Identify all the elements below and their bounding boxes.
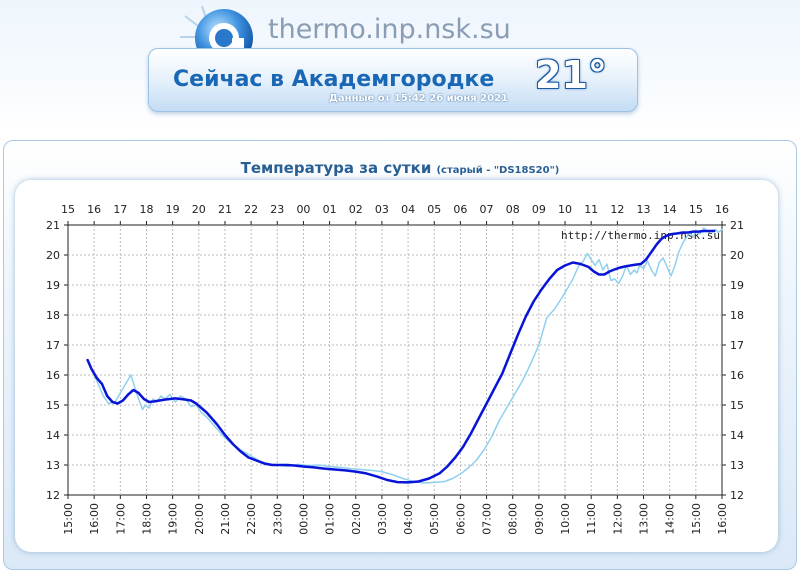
- x-tick-label: 03:00: [376, 503, 389, 535]
- current-temperature-banner: Сейчас в Академгородке Данные от 15:42 2…: [148, 48, 638, 112]
- smoothed-temperature-line: [86, 229, 716, 484]
- x-tick-label: 15:00: [62, 503, 75, 535]
- x-tick-label: 01:00: [324, 503, 337, 535]
- x-tick-label: 09:00: [533, 503, 546, 535]
- x-tick-label-top: 23: [270, 203, 284, 216]
- temperature-chart: 12 12 13 13 14 14 15 15 16 16 17 17 18 18 19 19 20 20 21 21…: [46, 203, 744, 535]
- y-tick-label: 14: [46, 429, 60, 442]
- x-tick-label-top: 19: [166, 203, 180, 216]
- x-tick-label: 06:00: [454, 503, 467, 535]
- x-tick-label: 02:00: [350, 503, 363, 535]
- x-tick-label-top: 15: [61, 203, 75, 216]
- x-tick-label-top: 12: [610, 203, 624, 216]
- banner-title: Сейчас в Академгородке: [173, 67, 495, 92]
- x-tick-label: 13:00: [638, 503, 651, 535]
- x-tick-label-top: 02: [349, 203, 363, 216]
- chart-panel-title: Температура за сутки (старый - "DS18S20"…: [0, 158, 800, 177]
- raw-temperature-line: [86, 227, 723, 484]
- x-tick-label: 08:00: [507, 503, 520, 535]
- x-tick-label-top: 10: [558, 203, 572, 216]
- y-tick-label-right: 12: [730, 489, 744, 502]
- x-tick-label-top: 09: [532, 203, 546, 216]
- y-tick-label-right: 14: [730, 429, 744, 442]
- site-name[interactable]: thermo.inp.nsk.su: [268, 14, 511, 45]
- x-tick-label-top: 11: [584, 203, 598, 216]
- x-tick-label-top: 16: [715, 203, 729, 216]
- x-tick-label: 05:00: [428, 503, 441, 535]
- x-tick-label-top: 14: [663, 203, 677, 216]
- y-tick-label-right: 16: [730, 369, 744, 382]
- x-tick-label-top: 00: [296, 203, 310, 216]
- x-tick-label-top: 21: [218, 203, 232, 216]
- x-tick-label: 10:00: [559, 503, 572, 535]
- x-tick-label: 00:00: [297, 503, 310, 535]
- y-tick-label: 20: [46, 249, 60, 262]
- y-tick-label: 12: [46, 489, 60, 502]
- x-tick-label: 14:00: [664, 503, 677, 535]
- banner-timestamp: Данные от 15:42 26 июня 2021: [329, 93, 509, 104]
- y-tick-label-right: 13: [730, 459, 744, 472]
- x-tick-label: 20:00: [193, 503, 206, 535]
- x-tick-label: 07:00: [481, 503, 494, 535]
- y-tick-label: 19: [46, 279, 60, 292]
- y-tick-label: 18: [46, 309, 60, 322]
- x-tick-label-top: 07: [480, 203, 494, 216]
- x-tick-label: 04:00: [402, 503, 415, 535]
- x-tick-label: 16:00: [88, 503, 101, 535]
- chart-title: Температура за сутки: [240, 159, 432, 177]
- x-tick-label-top: 01: [323, 203, 337, 216]
- x-tick-label: 23:00: [271, 503, 284, 535]
- y-tick-label: 17: [46, 339, 60, 352]
- x-tick-label-top: 08: [506, 203, 520, 216]
- x-tick-label-top: 15: [689, 203, 703, 216]
- x-tick-label-top: 16: [87, 203, 101, 216]
- x-tick-label-top: 17: [113, 203, 127, 216]
- x-tick-label-top: 03: [375, 203, 389, 216]
- x-tick-label: 11:00: [585, 503, 598, 535]
- y-tick-label-right: 19: [730, 279, 744, 292]
- y-tick-label-right: 17: [730, 339, 744, 352]
- x-tick-label: 12:00: [611, 503, 624, 535]
- y-tick-label: 21: [46, 219, 60, 232]
- x-tick-label-top: 22: [244, 203, 258, 216]
- x-tick-label: 15:00: [690, 503, 703, 535]
- x-tick-label: 22:00: [245, 503, 258, 535]
- x-tick-label: 19:00: [167, 503, 180, 535]
- x-tick-label: 21:00: [219, 503, 232, 535]
- site-header: thermo.inp.nsk.su Сейчас в Академгородке…: [0, 0, 800, 135]
- x-tick-label-top: 05: [427, 203, 441, 216]
- x-tick-label-top: 04: [401, 203, 415, 216]
- y-tick-label: 15: [46, 399, 60, 412]
- x-tick-label-top: 13: [637, 203, 651, 216]
- y-tick-label-right: 18: [730, 309, 744, 322]
- current-temperature: 21°: [535, 53, 607, 97]
- y-tick-label-right: 21: [730, 219, 744, 232]
- x-tick-label-top: 06: [453, 203, 467, 216]
- x-tick-label-top: 18: [139, 203, 153, 216]
- y-tick-label: 16: [46, 369, 60, 382]
- x-tick-label-top: 20: [192, 203, 206, 216]
- x-tick-label: 16:00: [716, 503, 729, 535]
- chart-title-note: (старый - "DS18S20"): [436, 165, 560, 176]
- x-tick-label: 18:00: [140, 503, 153, 535]
- y-tick-label-right: 15: [730, 399, 744, 412]
- y-tick-label: 13: [46, 459, 60, 472]
- y-tick-label-right: 20: [730, 249, 744, 262]
- x-tick-label: 17:00: [114, 503, 127, 535]
